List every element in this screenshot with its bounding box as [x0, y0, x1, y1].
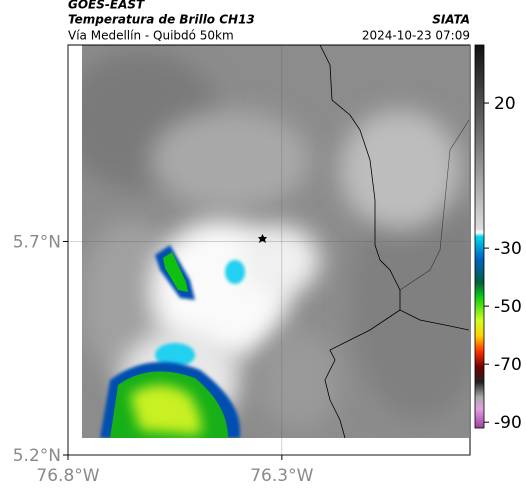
colorbar-tick-label: -70	[494, 355, 522, 375]
time: 2024-10-23 07:09	[362, 29, 470, 43]
org: SIATA	[432, 13, 470, 27]
colorbar-tick-label: -50	[494, 297, 522, 317]
route: Vía Medellín - Quibdó 50km	[68, 29, 234, 43]
x-tick-label: 76.3°W	[250, 466, 313, 486]
colorbar-tick-label: -90	[494, 413, 522, 433]
y-tick-label: 5.2°N	[13, 446, 61, 466]
x-tick-label: 76.8°W	[36, 466, 99, 486]
colorbar	[474, 44, 485, 429]
y-tick-label: 5.7°N	[13, 232, 61, 252]
colorbar-tick-label: -30	[494, 239, 522, 259]
satellite-image	[82, 45, 469, 438]
colorbar-tick-label: 20	[494, 94, 516, 114]
title: Temperatura de Brillo CH13	[68, 13, 255, 27]
source: GOES-EAST	[68, 0, 145, 12]
